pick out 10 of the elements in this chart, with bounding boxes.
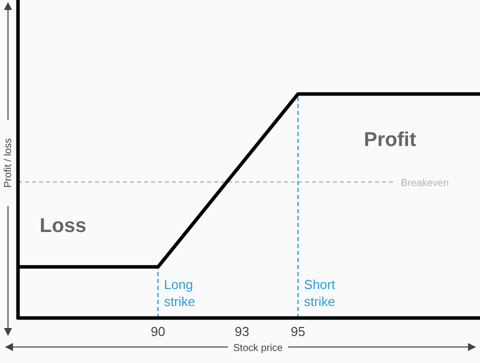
annotation: Profit (364, 129, 416, 151)
ref-line-label: Short strike (304, 277, 336, 309)
ref-line-label: Breakeven (401, 178, 449, 190)
ref-line-label: Long strike (164, 277, 196, 309)
x-tick-label: 90 (150, 324, 166, 339)
y-axis-title: Profit / loss (3, 138, 14, 188)
x-tick-label: 95 (290, 324, 306, 339)
x-axis-title: Stock price (233, 343, 284, 354)
annotation: Loss (40, 215, 86, 237)
x-tick-label: 93 (234, 324, 250, 339)
